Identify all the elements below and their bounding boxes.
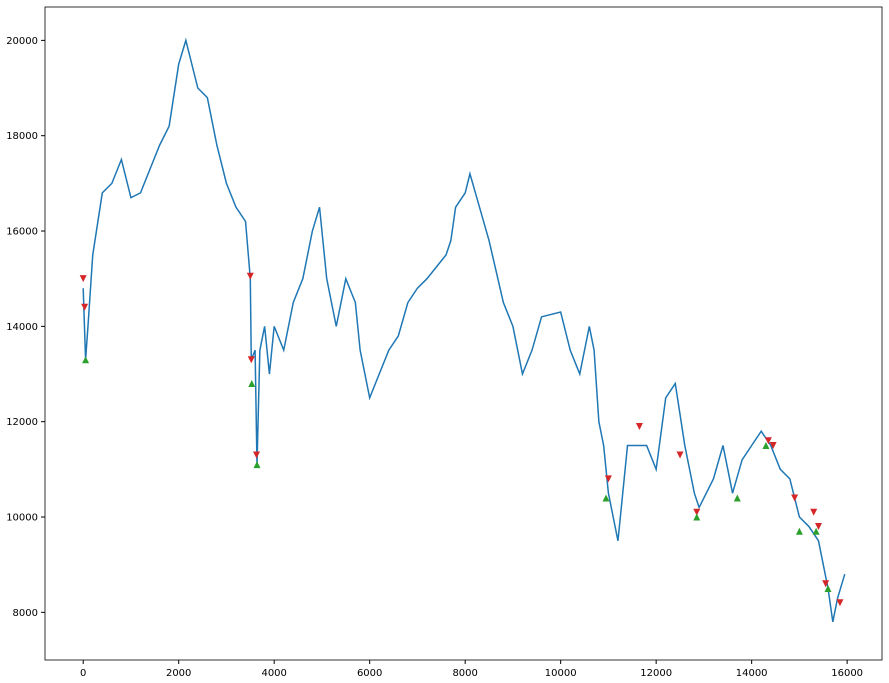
x-tick-label: 8000: [452, 668, 477, 679]
sell-marker: [81, 303, 89, 311]
plot-area: [79, 37, 846, 623]
sell-marker: [247, 356, 255, 364]
sell-marker: [814, 523, 822, 531]
y-tick-label: 16000: [6, 227, 38, 238]
buy-marker: [733, 494, 741, 502]
x-tick-label: 2000: [166, 668, 191, 679]
sell-marker: [79, 275, 87, 283]
sell-marker: [836, 599, 844, 607]
x-tick-label: 0: [80, 668, 86, 679]
sell-marker: [635, 422, 643, 430]
sell-marker: [764, 437, 772, 445]
sell-marker: [810, 508, 818, 516]
buy-marker: [824, 585, 832, 593]
x-tick-label: 6000: [357, 668, 382, 679]
y-tick-label: 20000: [6, 36, 38, 47]
x-tick-label: 14000: [736, 668, 768, 679]
buy-marker: [812, 527, 820, 535]
sell-marker: [822, 580, 830, 588]
buy-marker: [82, 356, 90, 364]
price-line: [82, 37, 846, 623]
sell-marker: [604, 475, 612, 483]
x-tick-label: 12000: [640, 668, 672, 679]
axes-frame: [44, 6, 883, 661]
sell-marker: [791, 494, 799, 502]
buy-marker: [253, 461, 261, 469]
buy-marker: [762, 442, 770, 450]
buy-marker: [248, 380, 256, 388]
y-tick-label: 8000: [13, 608, 38, 619]
sell-marker: [693, 508, 701, 516]
x-tick-label: 10000: [545, 668, 577, 679]
sell-marker: [769, 442, 777, 450]
y-tick-label: 18000: [6, 131, 38, 142]
x-tick-label: 4000: [261, 668, 286, 679]
sell-marker: [676, 451, 684, 459]
buy-marker: [693, 513, 701, 521]
y-tick-label: 14000: [6, 322, 38, 333]
buy-marker: [602, 494, 610, 502]
y-tick-label: 10000: [6, 513, 38, 524]
sell-marker: [253, 451, 261, 459]
y-tick-label: 12000: [6, 417, 38, 428]
buy-marker: [795, 527, 803, 535]
sell-marker: [246, 272, 254, 280]
x-tick-label: 16000: [831, 668, 863, 679]
